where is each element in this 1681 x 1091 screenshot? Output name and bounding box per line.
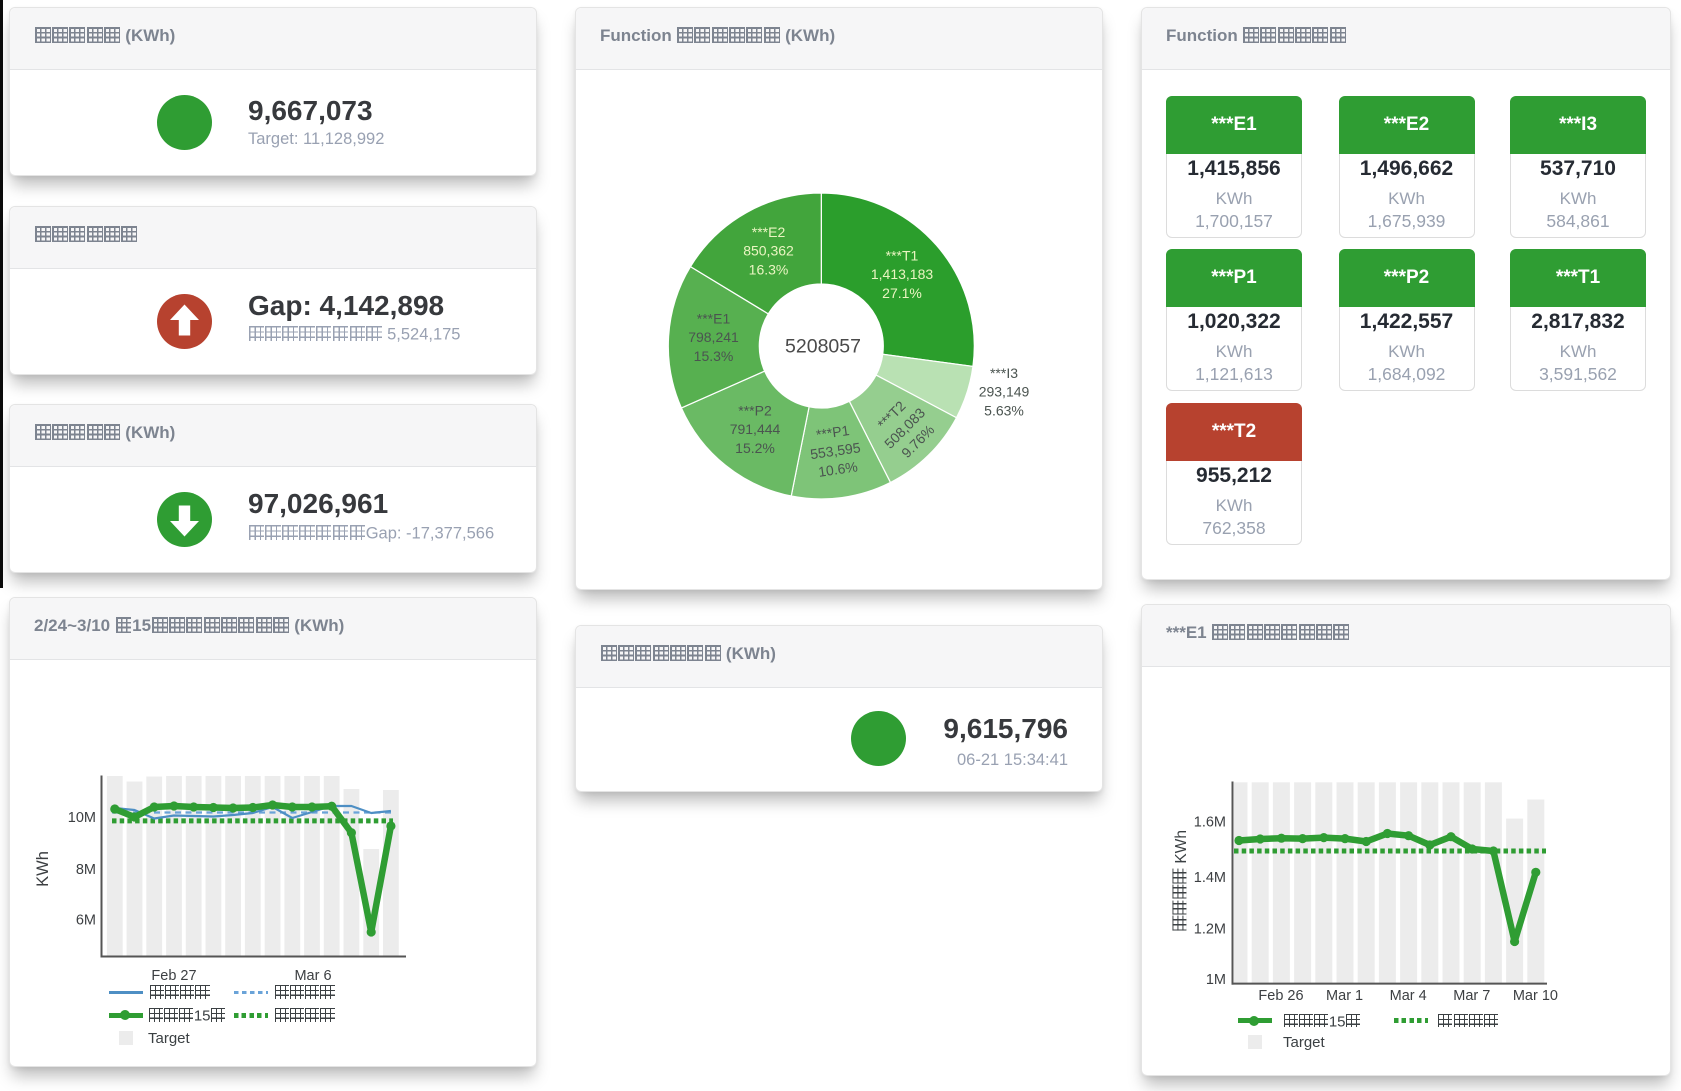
svg-text:1.2M: 1.2M <box>1194 922 1226 938</box>
svg-text:293,149: 293,149 <box>979 384 1030 400</box>
svg-text:1.6M: 1.6M <box>1194 814 1226 830</box>
svg-text:Mar 7: Mar 7 <box>1453 988 1490 1004</box>
svg-text:798,241: 798,241 <box>688 329 739 345</box>
svg-text:553,595: 553,595 <box>809 439 862 462</box>
svg-text:1,413,183: 1,413,183 <box>871 266 933 282</box>
svg-text:1M: 1M <box>1206 972 1226 988</box>
svg-text:15.3%: 15.3% <box>694 348 734 364</box>
svg-text:5208057: 5208057 <box>785 336 861 358</box>
svg-text:Mar 10: Mar 10 <box>1513 988 1558 1004</box>
svg-text:Feb 26: Feb 26 <box>1258 988 1303 1004</box>
svg-text:16.3%: 16.3% <box>749 261 789 277</box>
svg-text:27.1%: 27.1% <box>882 285 922 301</box>
svg-text:Mar 4: Mar 4 <box>1390 988 1427 1004</box>
svg-text:Mar 6: Mar 6 <box>294 968 331 984</box>
svg-text:***P1: ***P1 <box>815 422 851 443</box>
svg-text:5.63%: 5.63% <box>984 402 1024 418</box>
svg-text:***T1: ***T1 <box>886 248 919 264</box>
svg-text:***P2: ***P2 <box>738 403 772 419</box>
svg-text:850,362: 850,362 <box>743 243 794 259</box>
svg-text:Feb 27: Feb 27 <box>151 968 196 984</box>
svg-text:1.4M: 1.4M <box>1194 870 1226 886</box>
svg-text:15.2%: 15.2% <box>735 440 775 456</box>
svg-text:791,444: 791,444 <box>730 421 781 437</box>
svg-text:10.6%: 10.6% <box>817 458 859 479</box>
svg-text:6M: 6M <box>76 913 96 929</box>
svg-text:KWh: KWh <box>34 851 52 887</box>
svg-text:8M: 8M <box>76 862 96 878</box>
svg-text:10M: 10M <box>68 810 96 826</box>
svg-text:***E2: ***E2 <box>752 224 786 240</box>
svg-text:***E1: ***E1 <box>697 311 731 327</box>
svg-text:Mar 1: Mar 1 <box>1326 988 1363 1004</box>
svg-text:***I3: ***I3 <box>990 365 1018 381</box>
